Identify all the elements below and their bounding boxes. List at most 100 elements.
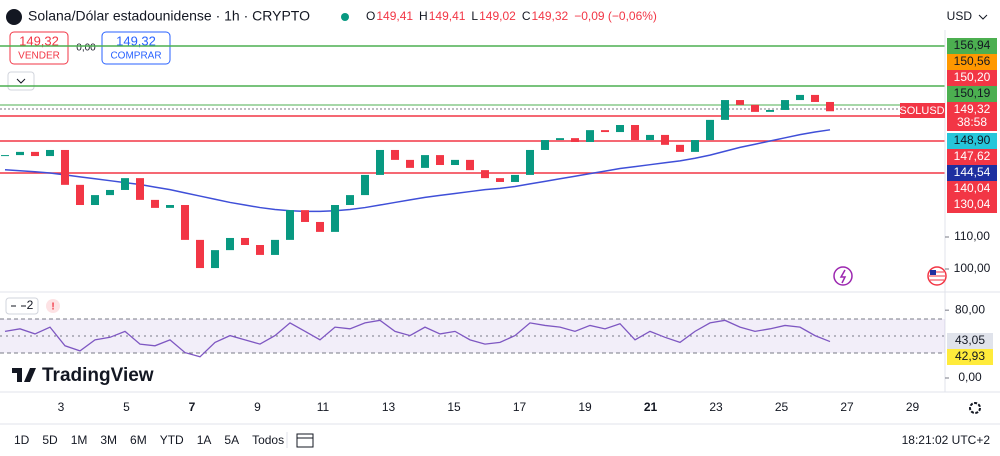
candle [91,195,99,206]
candle [121,178,129,190]
candle [151,199,159,208]
candle [61,149,69,185]
price-tag [947,54,997,70]
candle [781,100,789,110]
event-bolt [839,269,847,284]
price-tag [947,86,997,102]
y-tick-label: 100,00 [954,261,991,275]
goto-date-button[interactable] [296,433,314,448]
buy-label: COMPRAR [110,51,161,62]
price-tag [947,38,997,54]
date-label: 15 [447,400,461,414]
price-tag [947,149,997,165]
range-button[interactable]: 1A [197,433,212,447]
candle [466,159,474,171]
price-tag-label: 147,62 [954,149,991,163]
currency[interactable]: USD [947,9,973,23]
candle [106,189,114,196]
price-tag-label: 140,04 [954,181,991,195]
candle [796,94,804,101]
rsi-alert[interactable] [46,299,60,313]
price-tag-label: 156,94 [954,38,991,52]
price-tag-label: 150,19 [954,86,991,100]
candle [616,125,624,133]
buy-button[interactable] [101,31,171,65]
date-label: 19 [578,400,592,414]
candle [346,195,354,206]
settings-button[interactable] [969,402,981,414]
ohlc-key: L [471,9,478,23]
range-button[interactable]: 5A [224,433,239,447]
date-label: 3 [58,400,65,414]
range-button[interactable]: 1D [14,433,30,447]
collapse-button[interactable] [7,71,35,91]
ohlc-value: 149,41 [429,9,466,23]
candle [751,104,759,112]
candle [646,134,654,141]
candle [541,140,549,150]
sell-button[interactable] [9,31,69,65]
price-tag [947,102,997,118]
date-label: 11 [317,400,330,414]
rsi-tag [947,349,993,365]
candle [766,109,774,112]
price-tag-label: 144,54 [954,165,991,179]
symbol-logo[interactable] [6,9,22,25]
candle [211,250,219,269]
price-tag [947,133,997,149]
range-button[interactable]: 5D [42,433,58,447]
candle [16,151,24,156]
event-icon[interactable] [833,266,853,286]
flag-canton [930,270,936,275]
price-tag-label: 150,20 [954,70,991,84]
collapse-caret [16,78,26,84]
date-label: 27 [840,400,854,414]
candle [301,210,309,222]
symbol-tag [900,103,945,118]
ohlc-key: O [366,9,375,23]
rsi-tag-label: 42,93 [955,349,985,363]
range-button[interactable]: Todos [252,433,284,447]
price-tag-label: 130,04 [954,197,991,211]
candle [826,101,834,112]
range-button[interactable]: YTD [160,433,184,447]
price-tag-label: 148,90 [954,133,991,147]
candle [76,184,84,206]
candle [481,170,489,179]
buy-price: 149,32 [116,33,156,48]
price-tag [947,115,997,131]
date-label: 5 [123,400,130,414]
rsi-tick-label: 80,00 [955,302,985,316]
date-label: 23 [709,400,723,414]
sell-price: 149,32 [19,33,59,48]
currency-caret [978,14,988,20]
candle [376,149,384,175]
date-label: 13 [382,400,396,414]
candle [526,149,534,175]
candle [601,130,609,133]
ohlc-value: 149,41 [376,9,413,23]
candle [391,149,399,160]
candle [721,100,729,120]
clock: 18:21:02 UTC+2 [902,433,991,447]
rsi-legend-label: 2 [27,298,34,312]
rsi-line [4,319,831,358]
price-tag [947,165,997,181]
date-label: 9 [254,400,261,414]
range-button[interactable]: 1M [71,433,88,447]
price-tag [947,197,997,213]
candle [181,205,189,240]
candle [586,130,594,142]
candle [271,239,279,255]
ohlc-value: 149,02 [479,9,516,23]
symbol-title: Solana/Dólar estadounidense · 1h · CRYPT… [28,8,310,24]
price-tag [947,70,997,86]
candle [556,138,564,141]
range-button[interactable]: 3M [100,433,117,447]
candle [241,237,249,246]
brand-name: TradingView [42,365,154,386]
candle [331,205,339,232]
range-button[interactable]: 6M [130,433,147,447]
candle [166,205,174,208]
ohlc-key: C [522,9,531,23]
